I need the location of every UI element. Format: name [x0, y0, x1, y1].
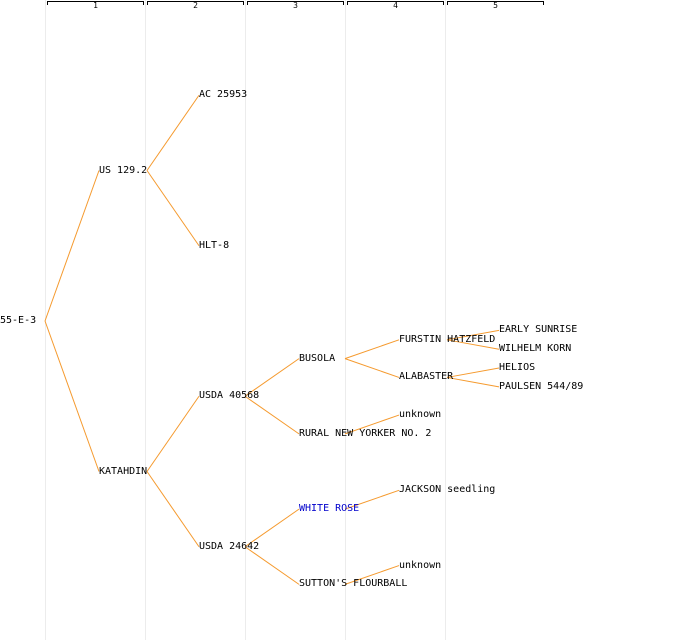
- generation-bracket: [47, 1, 144, 5]
- column-rule: [145, 0, 146, 640]
- pedigree-edge: [244, 546, 300, 585]
- ancestor-node-label: KATAHDIN: [99, 465, 148, 477]
- pedigree-edge: [446, 329, 500, 341]
- ancestor-node-label[interactable]: WHITE ROSE: [299, 503, 360, 515]
- pedigree-edge: [44, 170, 100, 322]
- generation-bracket: [147, 1, 244, 5]
- pedigree-edge: [344, 565, 400, 585]
- ancestor-node-label: RURAL NEW YORKER NO. 2: [299, 427, 432, 439]
- ancestor-node-label: PAULSEN 544/89: [499, 380, 584, 392]
- generation-number: 5: [493, 1, 498, 10]
- ancestor-node-label: US 129.2: [99, 164, 148, 176]
- ancestor-node-label: USDA 24642: [199, 540, 260, 552]
- pedigree-edge: [344, 414, 400, 435]
- pedigree-edge: [146, 395, 200, 472]
- ancestor-node-label: unknown: [399, 559, 442, 571]
- root-node-label: 55-E-3: [0, 315, 37, 326]
- ancestor-node-label: HLT-8: [199, 239, 230, 251]
- generation-number: 4: [393, 1, 398, 10]
- ancestor-node-label: USDA 40568: [199, 390, 260, 402]
- pedigree-edge: [244, 358, 300, 397]
- pedigree-edge: [446, 367, 500, 378]
- ancestor-node-label: FURSTIN HATZFELD: [399, 333, 496, 345]
- ancestor-node-label: AC 25953: [199, 89, 248, 101]
- ancestor-node-label: JACKSON seedling: [399, 484, 496, 496]
- pedigree-edge: [244, 395, 300, 435]
- column-rule: [445, 0, 446, 640]
- column-rule: [245, 0, 246, 640]
- generation-bracket: [247, 1, 344, 5]
- pedigree-edge: [344, 489, 400, 510]
- ancestor-node-label: SUTTON'S FLOURBALL: [299, 578, 408, 590]
- generation-number: 1: [93, 1, 98, 10]
- column-rule: [345, 0, 346, 640]
- ancestor-node-label: WILHELM KORN: [499, 343, 572, 355]
- pedigree-edge: [344, 358, 400, 378]
- pedigree-edge: [146, 170, 200, 247]
- pedigree-edge: [244, 508, 300, 548]
- generation-number: 2: [193, 1, 198, 10]
- pedigree-edge: [146, 94, 200, 171]
- pedigree-edge: [344, 339, 400, 360]
- ancestor-node-label: unknown: [399, 409, 442, 421]
- generation-bracket: [347, 1, 444, 5]
- ancestor-node-label: BUSOLA: [299, 352, 336, 364]
- ancestor-node-label: EARLY SUNRISE: [499, 324, 578, 336]
- pedigree-edge: [146, 471, 200, 548]
- generation-bracket: [447, 1, 544, 5]
- pedigree-edge: [446, 376, 500, 388]
- ancestor-node-label: HELIOS: [499, 362, 536, 374]
- pedigree-edge: [446, 339, 500, 350]
- generation-number: 3: [293, 1, 298, 10]
- pedigree-edge: [44, 320, 100, 472]
- ancestor-node-label: ALABASTER: [399, 371, 454, 383]
